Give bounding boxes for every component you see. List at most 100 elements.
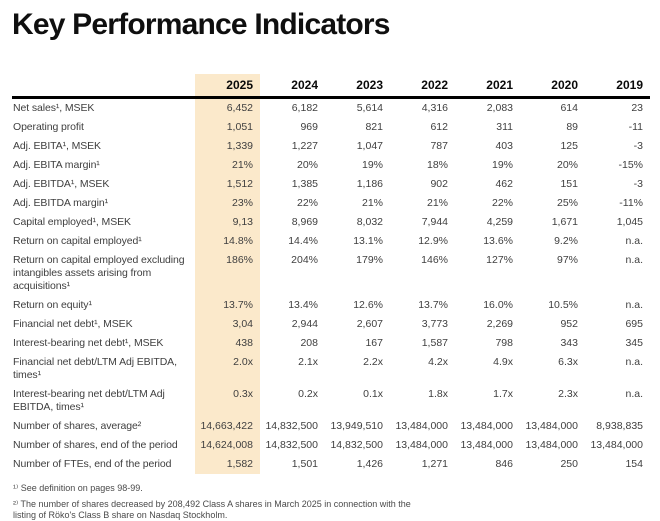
cell-value: 612 (430, 121, 448, 133)
cell-value: 345 (625, 337, 643, 349)
cell-value: 8,032 (356, 216, 383, 228)
cell-value: -11% (619, 197, 643, 209)
cell-value: 6,452 (195, 99, 260, 118)
row-label: Adj. EBITDA margin¹ (13, 197, 108, 209)
cell-value: 250 (560, 458, 578, 470)
cell-value: n.a. (625, 235, 643, 247)
cell-value: 13,484,000 (395, 420, 448, 432)
cell-value: 902 (430, 178, 448, 190)
cell-value: 16.0% (483, 299, 513, 311)
cell-value: -3 (633, 178, 643, 190)
cell-value: 19% (361, 159, 383, 171)
cell-value: 0.1x (363, 388, 383, 400)
cell-value: n.a. (625, 388, 643, 400)
row-label: Operating profit (13, 121, 84, 133)
cell-value: 9.2% (554, 235, 578, 247)
cell-value: 1,339 (195, 137, 260, 156)
cell-value: 13.7% (195, 296, 260, 315)
cell-value: 125 (560, 140, 578, 152)
cell-value: 19% (491, 159, 513, 171)
cell-value: 1,045 (616, 216, 643, 228)
table-body: Net sales¹, MSEK 6,452 6,182 5,614 4,316 2,08… (12, 99, 650, 474)
cell-value: 8,969 (291, 216, 318, 228)
cell-value: 2,607 (356, 318, 383, 330)
table-row: Number of shares, end of the period 14,62… (12, 436, 650, 455)
cell-value: 127% (486, 254, 513, 266)
cell-value: 4,259 (486, 216, 513, 228)
cell-value: 1,671 (551, 216, 578, 228)
cell-value: 20% (296, 159, 318, 171)
header-spacer (12, 74, 195, 96)
cell-value: 1.7x (493, 388, 513, 400)
cell-value: 14,832,500 (265, 420, 318, 432)
year-header-2021: 2021 (486, 78, 513, 92)
cell-value: 846 (495, 458, 513, 470)
table-row: Number of shares, average² 14,663,422 14,8… (12, 417, 650, 436)
cell-value: 14.4% (288, 235, 318, 247)
cell-value: 25% (556, 197, 578, 209)
cell-value: 2,269 (486, 318, 513, 330)
year-header-2022: 2022 (421, 78, 448, 92)
cell-value: 14,663,422 (195, 417, 260, 436)
footnotes: ¹⁾ See definition on pages 98-99. ²⁾ The… (12, 483, 650, 521)
year-header-2023: 2023 (356, 78, 383, 92)
cell-value: 14,832,500 (265, 439, 318, 451)
cell-value: 10.5% (548, 299, 578, 311)
cell-value: -15% (618, 159, 643, 171)
cell-value: 1,186 (356, 178, 383, 190)
cell-value: 1,501 (291, 458, 318, 470)
cell-value: n.a. (625, 299, 643, 311)
row-label: Adj. EBITA¹, MSEK (13, 140, 101, 152)
cell-value: 1,051 (195, 118, 260, 137)
row-label: Adj. EBITA margin¹ (13, 159, 100, 171)
cell-value: 438 (195, 334, 260, 353)
row-label: Number of FTEs, end of the period (13, 458, 172, 470)
cell-value: 969 (300, 121, 318, 133)
cell-value: 1,385 (291, 178, 318, 190)
cell-value: 12.9% (418, 235, 448, 247)
cell-value: 204% (291, 254, 318, 266)
row-label: Financial net debt¹, MSEK (13, 318, 133, 330)
cell-value: 13.6% (483, 235, 513, 247)
cell-value: 1,227 (291, 140, 318, 152)
cell-value: 4.9x (493, 356, 513, 368)
cell-value: 14,832,500 (330, 439, 383, 451)
cell-value: 1,582 (195, 455, 260, 474)
table-header-row: 2025 2024 2023 2022 2021 2020 2019 (12, 74, 650, 99)
cell-value: 13,484,000 (460, 420, 513, 432)
table-row: Adj. EBITDA margin¹ 23% 22% 21% 21% 22% 25% -11… (12, 194, 650, 213)
row-label: Interest-bearing net debt/LTM Adj EBITDA… (13, 388, 165, 413)
cell-value: 23 (631, 102, 643, 114)
cell-value: 2,083 (486, 102, 513, 114)
cell-value: 3,04 (195, 315, 260, 334)
cell-value: 20% (556, 159, 578, 171)
year-header-2024: 2024 (291, 78, 318, 92)
row-label: Adj. EBITDA¹, MSEK (13, 178, 110, 190)
table-row: Capital employed¹, MSEK 9,13 8,969 8,032 7,9… (12, 213, 650, 232)
cell-value: 13,484,000 (525, 439, 578, 451)
cell-value: 13.7% (418, 299, 448, 311)
table-row: Financial net debt¹, MSEK 3,04 2,944 2,607 3… (12, 315, 650, 334)
cell-value: 1,047 (356, 140, 383, 152)
cell-value: 0.3x (195, 385, 260, 417)
year-header-2019: 2019 (616, 78, 643, 92)
cell-value: 13,949,510 (330, 420, 383, 432)
cell-value: 2.2x (363, 356, 383, 368)
table-row: Number of FTEs, end of the period 1,582 1,… (12, 455, 650, 474)
cell-value: 154 (625, 458, 643, 470)
cell-value: 151 (560, 178, 578, 190)
kpi-table: 2025 2024 2023 2022 2021 2020 2019 Net sales¹,… (12, 74, 650, 474)
cell-value: 13,484,000 (590, 439, 643, 451)
row-label: Return on capital employed¹ (13, 235, 142, 247)
cell-value: 6,182 (291, 102, 318, 114)
row-label: Return on equity¹ (13, 299, 92, 311)
cell-value: 5,614 (356, 102, 383, 114)
cell-value: 1,587 (421, 337, 448, 349)
row-label: Net sales¹, MSEK (13, 102, 95, 114)
cell-value: 2.1x (298, 356, 318, 368)
cell-value: 2.3x (558, 388, 578, 400)
cell-value: 146% (421, 254, 448, 266)
cell-value: 462 (495, 178, 513, 190)
page-title: Key Performance Indicators (12, 8, 390, 41)
cell-value: 311 (496, 121, 513, 133)
